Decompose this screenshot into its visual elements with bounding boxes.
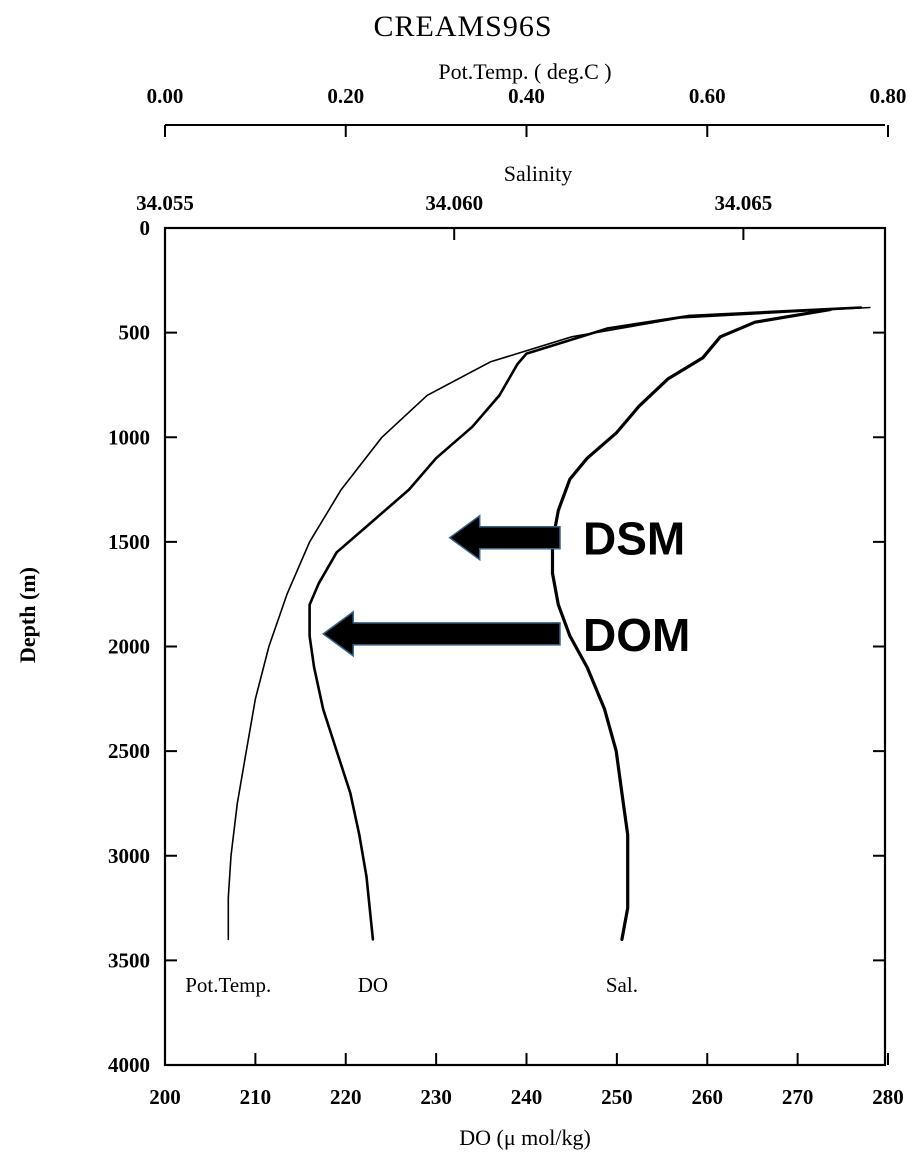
depth-tick-label: 2000 — [108, 635, 150, 659]
dsm-annotation-label: DSM — [583, 513, 685, 565]
chart-title: CREAMS96S — [373, 10, 552, 43]
salinity-axis-title: Salinity — [504, 161, 572, 186]
dom-arrow — [321, 610, 561, 658]
depth-tick-label: 4000 — [108, 1053, 150, 1077]
axes-layer: 0.00 0.20 0.40 0.60 0.80 34.055 34.060 34.065 20… — [108, 84, 906, 1109]
do-series-line — [308, 306, 863, 941]
do-curve-label: DO — [358, 973, 388, 997]
temperature-tick-label: 0.60 — [689, 84, 726, 108]
salinity-tick-label: 34.055 — [136, 191, 194, 215]
temperature-tick-label: 0.80 — [870, 84, 907, 108]
temperature-tick-label: 0.20 — [327, 84, 364, 108]
temperature-axis-title: Pot.Temp. ( deg.C ) — [438, 59, 611, 84]
temperature-tick-label: 0.40 — [508, 84, 545, 108]
do-tick-label: 230 — [420, 1085, 452, 1109]
salinity-tick-label: 34.065 — [715, 191, 773, 215]
temperature-tick-label: 0.00 — [147, 84, 184, 108]
do-tick-label: 200 — [149, 1085, 181, 1109]
pot-temp-series-line — [227, 306, 871, 941]
do-tick-label: 280 — [872, 1085, 904, 1109]
curve-labels: Pot.Temp. DO Sal. — [185, 973, 638, 997]
dom-annotation-label: DOM — [583, 609, 690, 661]
depth-tick-label: 0 — [140, 216, 151, 240]
annotation-layer: DSM DOM — [321, 513, 690, 661]
depth-tick-label: 1000 — [108, 425, 150, 449]
do-tick-label: 240 — [511, 1085, 543, 1109]
pot-temp-curve-label: Pot.Temp. — [185, 973, 271, 997]
depth-tick-label: 3500 — [108, 948, 150, 972]
sal-series-line — [550, 308, 832, 941]
do-tick-label: 250 — [601, 1085, 633, 1109]
do-axis-title: DO (μ mol/kg) — [459, 1125, 591, 1150]
series-layer — [227, 306, 871, 941]
do-tick-label: 210 — [240, 1085, 272, 1109]
dsm-arrow — [448, 514, 561, 562]
depth-tick-label: 1500 — [108, 530, 150, 554]
do-tick-label: 220 — [330, 1085, 362, 1109]
depth-tick-label: 3000 — [108, 844, 150, 868]
sal-curve-label: Sal. — [606, 973, 638, 997]
salinity-tick-label: 34.060 — [425, 191, 483, 215]
do-tick-label: 260 — [692, 1085, 724, 1109]
depth-axis-title: Depth (m) — [15, 567, 40, 663]
depth-tick-label: 2500 — [108, 739, 150, 763]
do-tick-label: 270 — [782, 1085, 814, 1109]
depth-tick-label: 500 — [119, 321, 151, 345]
